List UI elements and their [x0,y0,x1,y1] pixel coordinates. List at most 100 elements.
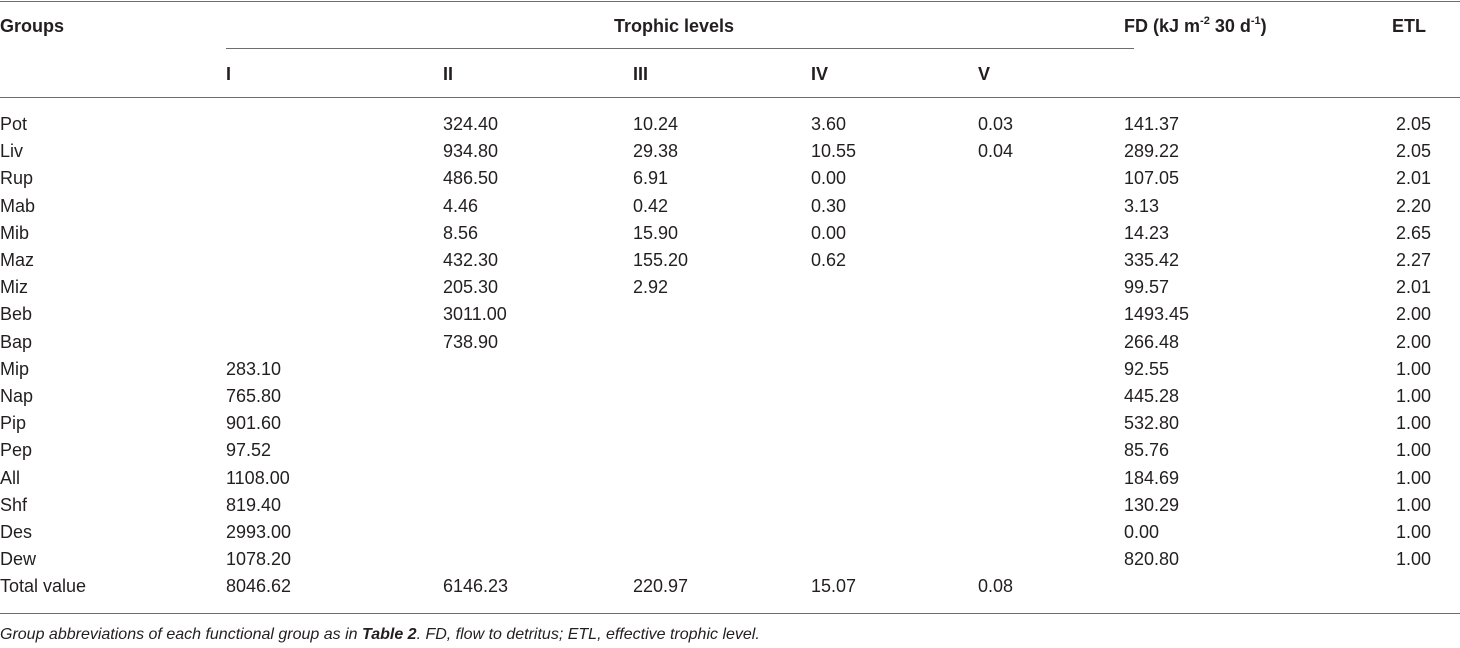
cell-level-ii: 934.80 [443,141,499,162]
cell-fd: 184.69 [1124,467,1180,488]
cell-etl: 2.65 [1395,222,1431,243]
cell-fd: 107.05 [1124,168,1180,189]
cell-group: Miz [0,277,28,298]
cell-group: Maz [0,250,35,270]
cell-level-iii: 15.90 [633,222,679,243]
cell-etl: 1.00 [1395,440,1431,461]
cell-level-i: 283.10 [226,358,282,379]
cell-level-i: 8046.62 [226,576,292,597]
header-trophic-levels: Trophic levels [614,16,735,36]
cell-level-iii: 220.97 [633,576,689,597]
header-fd: FD (kJ m-2 30 d-1) [1124,15,1267,37]
cell-level-v: 0.04 [978,141,1014,162]
cell-group: Des [0,522,33,542]
cell-fd: 820.80 [1124,549,1180,570]
cell-level-iii: 10.24 [633,114,679,134]
cell-fd: 3.13 [1124,195,1160,216]
cell-fd: 1493.45 [1124,304,1190,325]
cell-etl: 2.00 [1395,304,1431,325]
cell-level-iv: 0.00 [811,222,847,243]
cell-etl: 1.00 [1395,549,1431,570]
cell-level-iii: 6.91 [633,168,669,189]
cell-fd: 445.28 [1124,386,1180,406]
cell-level-iii: 2.92 [633,277,669,298]
cell-level-ii: 324.40 [443,114,499,134]
cell-group: Mab [0,195,36,216]
cell-fd: 14.23 [1124,222,1170,243]
cell-fd: 99.57 [1124,277,1170,298]
table-footnote: Group abbreviations of each functional g… [0,626,760,643]
cell-etl: 2.20 [1395,195,1431,216]
table-bottom-rule [0,613,1460,614]
cell-level-iii: 0.42 [633,195,669,216]
cell-level-iv: 0.62 [811,250,847,270]
cell-level-iv: 15.07 [811,576,857,597]
cell-level-ii: 8.56 [443,222,479,243]
cell-level-i: 1108.00 [226,467,290,488]
cell-fd: 0.00 [1124,522,1160,542]
header-level-iii: III [633,64,649,84]
cell-etl: 1.00 [1395,494,1431,515]
cell-etl: 1.00 [1395,522,1431,542]
cell-etl: 1.00 [1395,413,1431,434]
cell-level-iii: 29.38 [633,141,679,162]
cell-group: Mip [0,358,30,379]
cell-level-v: 0.08 [978,576,1014,597]
cell-fd: 532.80 [1124,413,1180,434]
cell-fd: 266.48 [1124,331,1180,352]
cell-group: Bap [0,331,33,352]
cell-etl: 2.00 [1395,331,1431,352]
cell-fd: 85.76 [1124,440,1170,461]
cell-level-i: 765.80 [226,386,282,406]
footnote-table-reference: Table 2 [362,626,417,643]
cell-group: Nap [0,386,34,406]
cell-group: Rup [0,168,34,189]
header-level-iv: IV [811,64,829,84]
cell-level-ii: 738.90 [443,331,499,352]
cell-level-i: 901.60 [226,413,282,434]
cell-level-v: 0.03 [978,114,1014,134]
header-level-v: V [978,64,991,84]
cell-group: Total value [0,576,87,597]
cell-level-iv: 10.55 [811,141,857,162]
cell-group: Pip [0,413,27,434]
cell-level-iv: 3.60 [811,114,847,134]
cell-level-i: 1078.20 [226,549,292,570]
cell-group: Pot [0,114,28,134]
cell-level-ii: 432.30 [443,250,499,270]
cell-group: All [0,467,21,488]
cell-level-iv: 0.30 [811,195,847,216]
trophic-levels-underline [226,48,1134,49]
cell-etl: 2.01 [1395,168,1431,189]
cell-level-i: 2993.00 [226,522,292,542]
cell-etl: 1.00 [1395,386,1431,406]
cell-fd: 130.29 [1124,494,1180,515]
cell-etl: 2.05 [1395,114,1431,134]
cell-level-i: 97.52 [226,440,272,461]
cell-level-i: 819.40 [226,494,282,515]
header-etl: ETL [1392,16,1426,36]
cell-level-ii: 3011.00 [443,304,507,325]
cell-fd: 289.22 [1124,141,1180,162]
cell-fd: 141.37 [1124,114,1180,134]
cell-fd: 92.55 [1124,358,1170,379]
cell-etl: 1.00 [1395,358,1431,379]
header-level-i: I [226,64,232,84]
cell-etl: 2.01 [1395,277,1431,298]
cell-etl: 2.05 [1395,141,1431,162]
cell-level-iv: 0.00 [811,168,847,189]
cell-group: Pep [0,440,33,461]
cell-level-ii: 205.30 [443,277,499,298]
cell-group: Shf [0,494,28,515]
header-bottom-rule [0,97,1460,98]
cell-etl: 1.00 [1395,467,1431,488]
header-groups: Groups [0,16,65,36]
cell-etl: 2.27 [1395,250,1431,270]
cell-level-ii: 6146.23 [443,576,509,597]
cell-group: Liv [0,141,24,162]
cell-fd: 335.42 [1124,250,1180,270]
cell-level-ii: 4.46 [443,195,479,216]
header-level-ii: II [443,64,454,84]
cell-group: Mib [0,222,30,243]
cell-group: Dew [0,549,37,570]
